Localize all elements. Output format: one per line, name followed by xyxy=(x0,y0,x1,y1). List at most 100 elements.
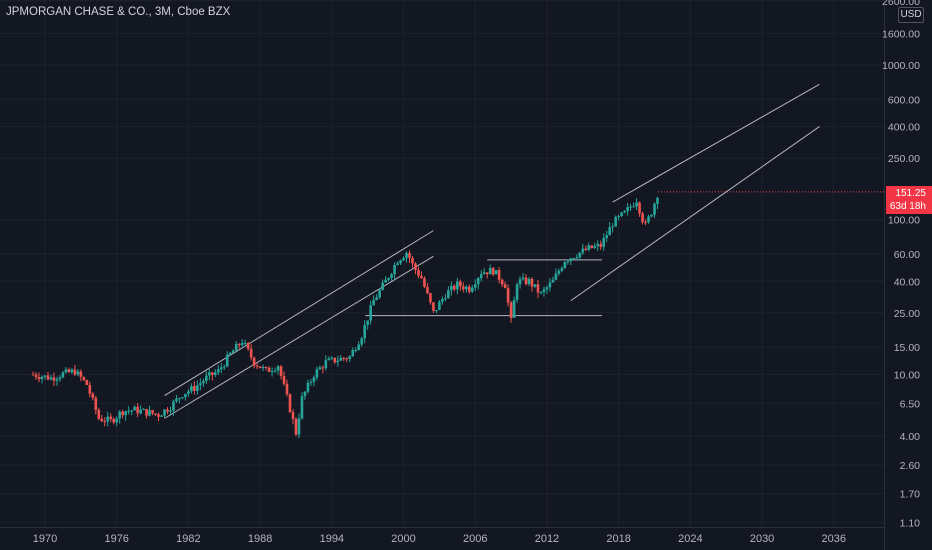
candle-body xyxy=(432,302,435,311)
candle-body xyxy=(249,348,253,358)
candle-body xyxy=(423,278,426,287)
candle-body xyxy=(587,245,591,250)
trendline xyxy=(612,83,820,203)
candle-body xyxy=(252,357,256,366)
candle-body xyxy=(264,366,268,369)
candle-body xyxy=(31,374,35,376)
price-tick-label: 6.50 xyxy=(900,398,921,410)
candle-body xyxy=(130,410,133,412)
candle-body xyxy=(623,210,626,213)
candle-body xyxy=(309,381,313,383)
candle-body xyxy=(515,284,519,301)
candle-body xyxy=(459,281,462,287)
candle-body xyxy=(530,278,534,287)
candle-body xyxy=(650,214,653,217)
candle-body xyxy=(318,367,322,370)
candle-body xyxy=(139,409,142,414)
candle-body xyxy=(491,267,495,275)
candle-body xyxy=(255,365,259,367)
time-tick-label: 2024 xyxy=(678,533,702,545)
trendline xyxy=(164,255,434,419)
last-price-tag: 151.25 63d 18h xyxy=(886,186,932,214)
candle-body xyxy=(524,277,528,284)
candle-body xyxy=(118,411,121,419)
candle-body xyxy=(566,261,570,263)
trendline-drawings[interactable] xyxy=(164,83,820,419)
candle-body xyxy=(193,386,196,391)
candle-body xyxy=(348,356,352,360)
candle-body xyxy=(366,320,369,325)
candle-body xyxy=(641,213,644,223)
candle-body xyxy=(363,324,366,339)
candle-body xyxy=(79,371,83,378)
bar-countdown: 63d 18h xyxy=(889,201,926,212)
price-tick-label: 1000.00 xyxy=(882,60,920,72)
symbol-title: JPMORGAN CHASE & CO., 3M, Cboe BZX xyxy=(6,6,231,18)
candle-body xyxy=(351,350,355,357)
currency-label[interactable]: USD xyxy=(898,7,924,23)
candle-body xyxy=(324,360,328,369)
candle-body xyxy=(115,418,119,423)
candle-body xyxy=(330,357,334,359)
candle-body xyxy=(172,401,175,411)
candle-body xyxy=(205,375,208,382)
candle-body xyxy=(76,371,80,375)
candle-body xyxy=(127,410,130,412)
candle-body xyxy=(626,207,629,211)
candle-body xyxy=(214,372,217,375)
candle-body xyxy=(196,385,199,391)
candle-body xyxy=(270,371,274,373)
candle-body xyxy=(157,414,160,417)
candle-body xyxy=(482,272,486,275)
candle-body xyxy=(461,286,465,290)
candle-body xyxy=(43,375,47,377)
time-tick-label: 1976 xyxy=(104,533,128,545)
candle-series xyxy=(31,191,884,438)
candle-body xyxy=(444,298,447,300)
candle-body xyxy=(106,416,110,422)
candle-body xyxy=(315,369,319,378)
candle-body xyxy=(390,274,393,279)
candle-body xyxy=(34,374,38,378)
candle-body xyxy=(396,263,399,265)
candle-body xyxy=(208,372,211,376)
candle-body xyxy=(399,260,402,264)
candle-body xyxy=(151,410,154,414)
candle-body xyxy=(506,288,510,303)
candle-body xyxy=(656,197,659,204)
time-axis-bg xyxy=(0,527,932,550)
price-tick-label: 60.00 xyxy=(894,249,920,261)
candle-body xyxy=(300,396,304,419)
price-tick-label: 2.60 xyxy=(900,460,921,472)
candle-body xyxy=(321,367,325,369)
candle-body xyxy=(327,358,331,361)
candle-body xyxy=(456,281,459,290)
candle-body xyxy=(453,285,456,290)
candle-body xyxy=(644,222,647,224)
candle-body xyxy=(509,302,513,318)
candle-body xyxy=(216,369,220,373)
time-tick-label: 1982 xyxy=(176,533,200,545)
candle-body xyxy=(243,342,247,344)
time-axis[interactable]: 1970 1976 1982 1988 1994 2000 2006 2012 2018 2024… xyxy=(0,527,932,550)
candle-body xyxy=(46,375,50,380)
candle-body xyxy=(273,370,277,372)
candle-body xyxy=(554,273,558,280)
price-tick-label: 4.00 xyxy=(900,431,921,443)
candle-body xyxy=(124,411,127,416)
candle-body xyxy=(381,282,384,290)
price-axis[interactable]: 2600.00 1600.00 1000.00 600.00 400.00 250.00 1… xyxy=(882,0,932,550)
candle-body xyxy=(166,409,169,412)
candle-body xyxy=(231,350,235,353)
candle-body xyxy=(560,268,564,271)
time-tick-label: 2018 xyxy=(606,533,630,545)
time-tick-label: 2012 xyxy=(535,533,559,545)
candle-body xyxy=(420,275,423,279)
candle-body xyxy=(617,215,620,217)
candle-body xyxy=(103,421,107,423)
candle-body xyxy=(58,377,62,379)
last-price-value: 151.25 xyxy=(895,188,926,199)
candle-body xyxy=(611,226,614,228)
candle-body xyxy=(557,270,561,274)
